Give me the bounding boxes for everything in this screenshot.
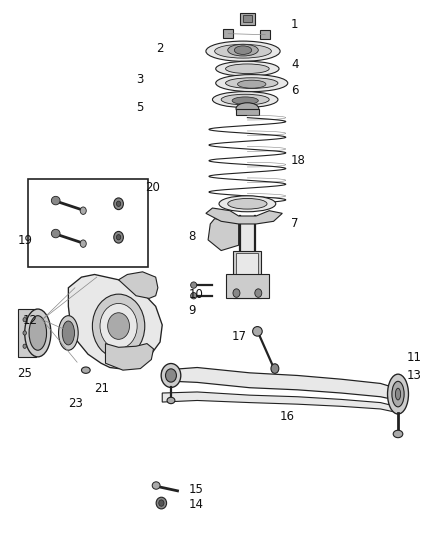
Text: 23: 23 (68, 397, 83, 410)
Ellipse shape (59, 316, 78, 350)
Bar (240, 13, 255, 25)
Ellipse shape (23, 344, 26, 349)
Bar (237, 253, 258, 293)
Ellipse shape (212, 92, 278, 108)
Ellipse shape (114, 231, 124, 243)
Ellipse shape (221, 94, 269, 105)
Ellipse shape (392, 381, 404, 407)
Text: 6: 6 (291, 84, 299, 96)
Bar (233, 251, 261, 298)
Ellipse shape (25, 309, 51, 357)
Bar (240, 216, 255, 274)
Bar (18, 309, 35, 357)
Ellipse shape (206, 41, 280, 61)
Ellipse shape (166, 369, 177, 382)
Ellipse shape (108, 313, 130, 340)
Polygon shape (208, 219, 239, 251)
Ellipse shape (23, 318, 26, 322)
Text: 17: 17 (232, 330, 247, 343)
Bar (243, 15, 252, 22)
Ellipse shape (161, 364, 181, 387)
Ellipse shape (232, 97, 258, 104)
Text: 2: 2 (155, 42, 163, 55)
Text: 5: 5 (136, 101, 143, 114)
Polygon shape (68, 274, 162, 368)
Ellipse shape (156, 497, 166, 509)
Ellipse shape (219, 196, 276, 212)
Ellipse shape (117, 235, 121, 240)
Polygon shape (206, 208, 283, 224)
Polygon shape (162, 392, 398, 413)
Polygon shape (162, 368, 398, 400)
Ellipse shape (92, 294, 145, 358)
Text: 9: 9 (188, 304, 196, 317)
Text: 15: 15 (188, 483, 203, 496)
Text: 12: 12 (22, 314, 38, 327)
Ellipse shape (51, 196, 60, 205)
Text: 14: 14 (188, 498, 203, 511)
Ellipse shape (23, 331, 26, 335)
Bar (226, 274, 269, 298)
Ellipse shape (233, 289, 240, 297)
Ellipse shape (237, 80, 266, 88)
Ellipse shape (216, 75, 288, 92)
Text: 16: 16 (280, 410, 295, 423)
Ellipse shape (167, 397, 175, 403)
Ellipse shape (80, 207, 86, 214)
Bar (261, 30, 270, 39)
Ellipse shape (215, 44, 272, 58)
Ellipse shape (255, 289, 262, 297)
Ellipse shape (152, 482, 160, 489)
Bar (28, 179, 148, 266)
Text: 19: 19 (17, 235, 32, 247)
Ellipse shape (236, 103, 259, 115)
Text: 10: 10 (188, 288, 203, 301)
Ellipse shape (234, 46, 252, 54)
Bar (236, 109, 259, 115)
Ellipse shape (228, 198, 267, 209)
Ellipse shape (271, 364, 279, 373)
Ellipse shape (388, 374, 409, 414)
Ellipse shape (100, 303, 137, 349)
Polygon shape (106, 344, 153, 370)
Ellipse shape (228, 44, 258, 56)
Ellipse shape (191, 282, 197, 288)
Text: 8: 8 (188, 230, 196, 243)
Text: 1: 1 (291, 18, 299, 31)
Bar (223, 29, 233, 38)
Text: 13: 13 (407, 369, 422, 382)
Ellipse shape (393, 430, 403, 438)
Ellipse shape (62, 321, 74, 345)
Text: 18: 18 (291, 154, 306, 167)
Text: 4: 4 (291, 58, 299, 71)
Text: 21: 21 (95, 382, 110, 395)
Ellipse shape (114, 198, 124, 209)
Ellipse shape (396, 388, 401, 400)
Ellipse shape (117, 201, 121, 206)
Text: 20: 20 (145, 181, 160, 195)
Ellipse shape (80, 240, 86, 247)
Text: 3: 3 (136, 73, 143, 86)
Ellipse shape (29, 316, 46, 350)
Ellipse shape (253, 327, 262, 336)
Ellipse shape (159, 500, 164, 506)
Text: 25: 25 (17, 367, 32, 381)
Ellipse shape (51, 229, 60, 238)
Ellipse shape (191, 293, 197, 299)
Text: 7: 7 (291, 217, 299, 230)
Ellipse shape (226, 64, 269, 74)
Ellipse shape (81, 367, 90, 373)
Ellipse shape (216, 61, 279, 76)
Text: 11: 11 (407, 351, 422, 365)
Polygon shape (119, 272, 158, 298)
Ellipse shape (226, 78, 278, 88)
